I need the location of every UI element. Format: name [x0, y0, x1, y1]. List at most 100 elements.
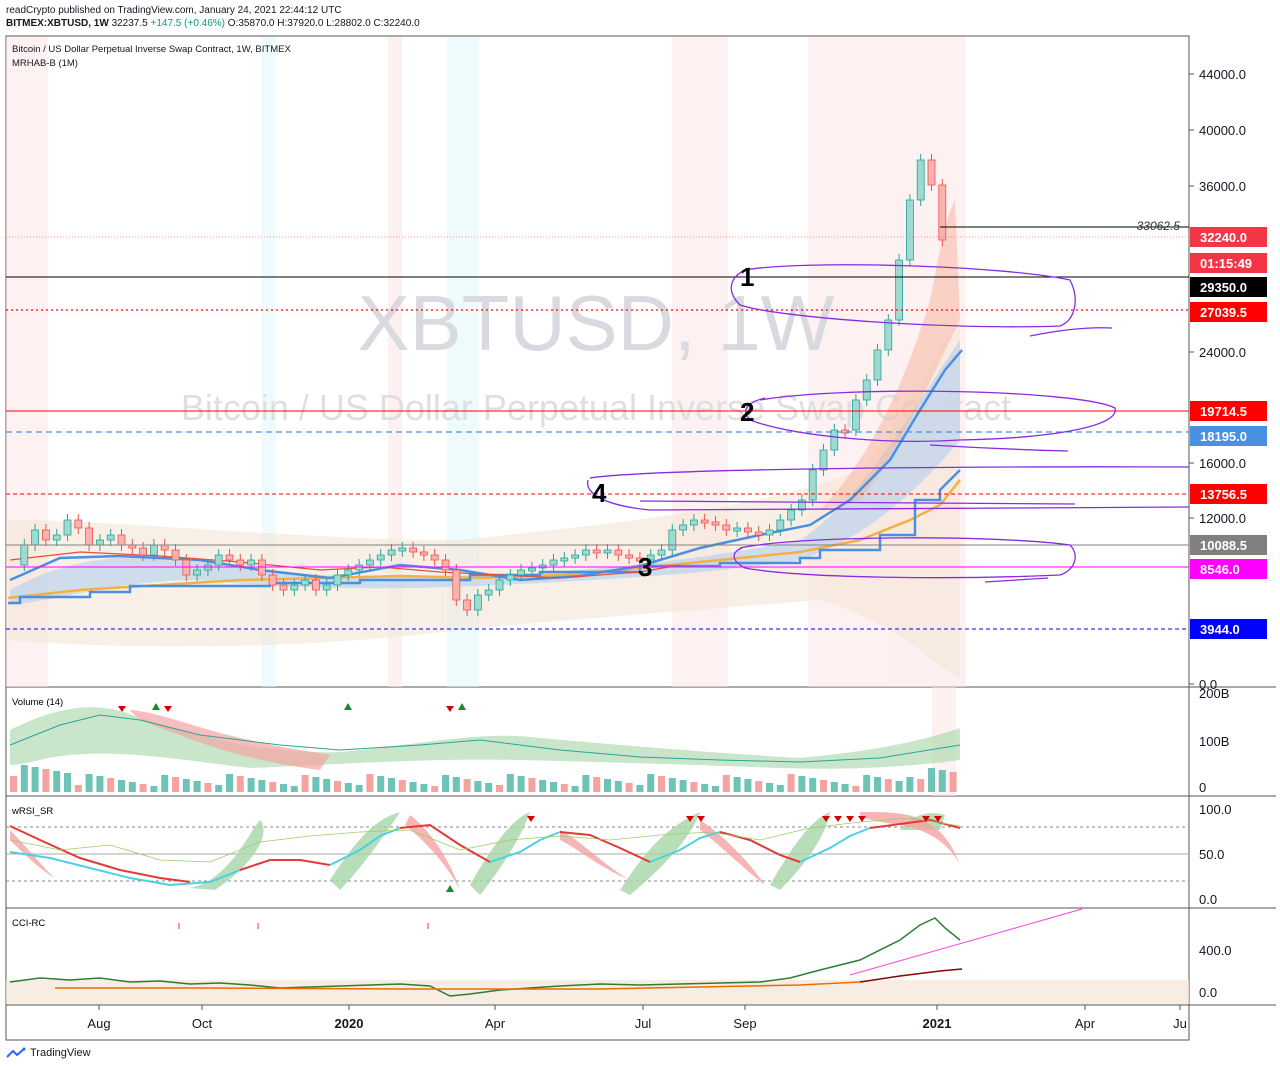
- legend-title: Bitcoin / US Dollar Perpetual Inverse Sw…: [12, 44, 291, 55]
- volume-bar: [647, 774, 655, 792]
- volume-bar: [42, 769, 50, 792]
- cci-line-orange: [55, 981, 861, 990]
- rsi-line-cyan3: [489, 831, 561, 863]
- volume-bar: [614, 781, 622, 792]
- volume-tick: 200B: [1199, 686, 1229, 701]
- hand-drawn-annotations: [587, 264, 1190, 583]
- price-label-box: [1190, 401, 1267, 421]
- candle-body: [592, 549, 601, 554]
- volume-bar: [658, 776, 665, 792]
- volume-bar: [517, 776, 525, 792]
- candle-body: [20, 544, 29, 566]
- volume-bar: [64, 773, 71, 792]
- volume-bar: [226, 774, 233, 792]
- candle-body: [787, 509, 795, 521]
- footer-brand: TradingView: [30, 1047, 91, 1059]
- candle-body: [517, 569, 525, 576]
- candle-body: [268, 574, 277, 586]
- rsi-tick: 100.0: [1199, 802, 1232, 817]
- time-tick: Apr: [1075, 1016, 1096, 1031]
- symbol-line: BITMEX:XBTUSD, 1W 32237.5 +147.5 (+0.46%…: [6, 18, 420, 30]
- cci-line-darkred: [859, 968, 963, 983]
- rsi-line-red: [9, 825, 191, 883]
- rsi-cloud: [190, 812, 945, 895]
- time-axis[interactable]: Aug Oct 2020 Apr Jul Sep 2021 Apr Ju: [87, 1005, 1187, 1031]
- candle-body: [441, 559, 450, 571]
- price-label: 10088.5: [1200, 538, 1247, 553]
- candle-body: [506, 574, 515, 581]
- volume-bar: [852, 786, 860, 792]
- candle-body: [776, 519, 785, 531]
- volume-bar: [874, 777, 881, 792]
- candle-body: [916, 159, 925, 201]
- candle-body: [582, 549, 590, 556]
- candle-body: [247, 559, 256, 566]
- price-label: 8546.0: [1200, 562, 1240, 577]
- volume-bar: [701, 784, 709, 792]
- ma-slow-line: [7, 479, 961, 600]
- volume-bar: [334, 781, 341, 792]
- rsi-line-red3: [399, 823, 491, 863]
- volume-bar: [906, 777, 914, 792]
- candle-body: [754, 531, 763, 536]
- volume-bar: [733, 777, 741, 792]
- price-change: +147.5 (+0.46%): [150, 18, 226, 29]
- candle-body: [884, 319, 893, 351]
- volume-bar: [247, 778, 255, 792]
- price-tick: 44000.0: [1199, 67, 1246, 82]
- price-labels: 32240.0 01:15:49 29350.0 27039.5 19714.5 1819…: [1190, 227, 1267, 639]
- candle-body: [387, 549, 396, 556]
- volume-pane-label: Volume (14): [12, 697, 63, 708]
- volume-bar: [420, 784, 428, 792]
- volume-bar: [917, 779, 925, 792]
- price-label: 01:15:49: [1200, 256, 1252, 271]
- volume-bar: [85, 774, 93, 792]
- volume-bar: [193, 781, 201, 792]
- candle-body: [798, 499, 806, 511]
- price-axis[interactable]: 44000.0 40000.0 36000.0 24000.0 16000.0 12000…: [1189, 67, 1246, 692]
- price-label: 29350.0: [1200, 280, 1247, 295]
- price-tick: 24000.0: [1199, 345, 1246, 360]
- volume-bar: [366, 774, 374, 792]
- volume-bar: [20, 765, 28, 792]
- candle-body: [409, 547, 418, 553]
- volume-bar: [496, 785, 503, 792]
- candle-body: [646, 554, 655, 561]
- volume-bar: [539, 780, 547, 792]
- candle-body: [149, 544, 158, 556]
- candle-body: [160, 544, 169, 551]
- volume-bar: [150, 786, 158, 792]
- candle-body: [722, 524, 731, 531]
- candle-body: [301, 579, 310, 586]
- time-tick: Aug: [87, 1016, 110, 1031]
- ohlc-high: H:37920.0: [277, 18, 324, 29]
- watermark-symbol: XBTUSD, 1W: [358, 279, 835, 367]
- time-tick: Ju: [1173, 1016, 1187, 1031]
- cci-axis: 400.0 0.0: [1199, 943, 1232, 1000]
- volume-bar: [625, 783, 633, 792]
- volume-bar: [593, 777, 601, 792]
- annotation-label-3: 3: [638, 552, 652, 582]
- cci-pane-label: CCI-RC: [12, 918, 45, 929]
- envelope-band: [8, 320, 960, 680]
- candle-body: [711, 521, 720, 526]
- volume-bar: [31, 767, 39, 792]
- rsi-thin-line: [9, 817, 961, 863]
- rsi-tick: 0.0: [1199, 892, 1217, 907]
- candle-body: [895, 259, 903, 321]
- volume-bar: [107, 778, 115, 792]
- price-tick: 36000.0: [1199, 179, 1246, 194]
- volume-markers: [118, 703, 466, 712]
- volume-bar: [452, 777, 460, 792]
- candle-body: [322, 584, 331, 591]
- candle-body: [463, 599, 472, 611]
- candle-body: [344, 569, 353, 576]
- candle-body: [657, 549, 666, 556]
- cci-line-green: [9, 917, 961, 997]
- volume-bar: [820, 780, 827, 792]
- price-label-box: [1190, 559, 1267, 579]
- rsi-pane-label: wRSI_SR: [11, 806, 53, 817]
- volume-bar: [528, 778, 536, 792]
- candle-body: [365, 559, 374, 566]
